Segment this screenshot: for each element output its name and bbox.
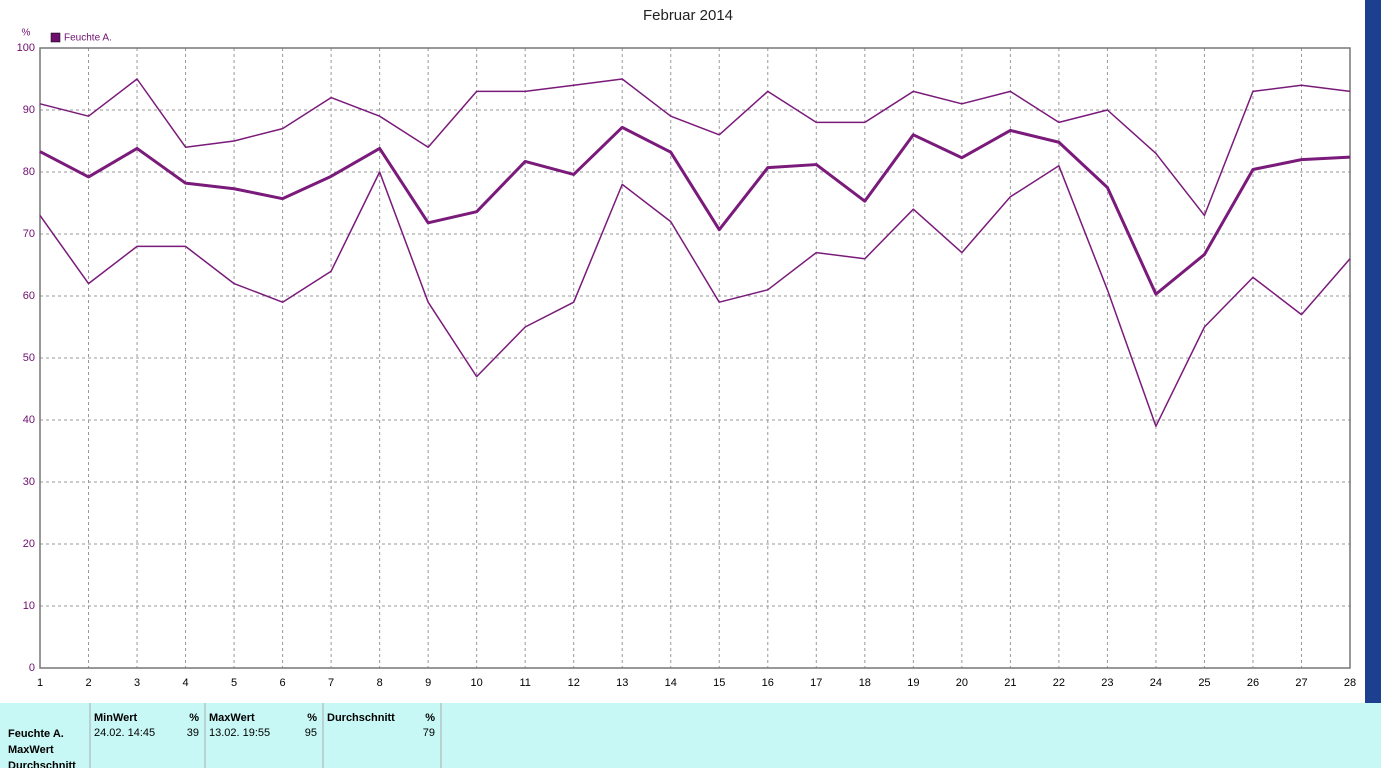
x-tick-label: 26 bbox=[1247, 677, 1259, 689]
row-label: Feuchte A. bbox=[8, 728, 64, 740]
plot-frame bbox=[39, 47, 1351, 669]
data-line bbox=[39, 165, 1351, 427]
y-tick-label: 60 bbox=[23, 290, 35, 302]
y-unit: % bbox=[22, 28, 31, 39]
x-tick-label: 7 bbox=[328, 677, 334, 689]
y-tick-label: 30 bbox=[23, 476, 35, 488]
col-header: Durchschnitt bbox=[327, 712, 395, 724]
y-tick-label: 20 bbox=[23, 538, 35, 550]
y-tick-label: 100 bbox=[17, 42, 35, 54]
x-tick-label: 5 bbox=[231, 677, 237, 689]
x-tick-label: 6 bbox=[280, 677, 286, 689]
col-header: MinWert bbox=[94, 712, 138, 724]
col-value: 79 bbox=[423, 727, 435, 739]
x-tick-label: 14 bbox=[665, 677, 677, 689]
data-line bbox=[39, 78, 1351, 217]
x-tick-label: 28 bbox=[1344, 677, 1356, 689]
x-tick-label: 15 bbox=[713, 677, 725, 689]
col-value: 95 bbox=[305, 727, 317, 739]
row-label: Durchschnitt bbox=[8, 760, 76, 768]
legend-label: Feuchte A. bbox=[64, 33, 112, 44]
x-tick-label: 10 bbox=[471, 677, 483, 689]
x-tick-label: 16 bbox=[762, 677, 774, 689]
legend-swatch bbox=[50, 32, 61, 43]
y-tick-label: 0 bbox=[29, 662, 35, 674]
x-tick-label: 20 bbox=[956, 677, 968, 689]
col-unit: % bbox=[307, 712, 317, 724]
col-time: 13.02. 19:55 bbox=[209, 727, 270, 739]
y-tick-label: 80 bbox=[23, 166, 35, 178]
col-unit: % bbox=[189, 712, 199, 724]
y-tick-label: 10 bbox=[23, 600, 35, 612]
side-strip bbox=[1365, 0, 1381, 703]
x-tick-label: 18 bbox=[859, 677, 871, 689]
y-tick-label: 90 bbox=[23, 104, 35, 116]
x-tick-label: 9 bbox=[425, 677, 431, 689]
x-tick-label: 12 bbox=[568, 677, 580, 689]
x-tick-label: 8 bbox=[377, 677, 383, 689]
x-tick-label: 27 bbox=[1295, 677, 1307, 689]
x-tick-label: 1 bbox=[37, 677, 43, 689]
col-header: MaxWert bbox=[209, 712, 255, 724]
col-unit: % bbox=[425, 712, 435, 724]
x-tick-label: 25 bbox=[1198, 677, 1210, 689]
y-tick-label: 40 bbox=[23, 414, 35, 426]
x-tick-label: 24 bbox=[1150, 677, 1162, 689]
x-tick-label: 21 bbox=[1004, 677, 1016, 689]
x-tick-label: 19 bbox=[907, 677, 919, 689]
x-tick-label: 2 bbox=[85, 677, 91, 689]
x-tick-label: 3 bbox=[134, 677, 140, 689]
data-line bbox=[39, 125, 1351, 296]
col-time: 24.02. 14:45 bbox=[94, 727, 155, 739]
y-tick-label: 70 bbox=[23, 228, 35, 240]
chart-title: Februar 2014 bbox=[643, 7, 733, 24]
x-tick-label: 17 bbox=[810, 677, 822, 689]
x-tick-label: 4 bbox=[182, 677, 188, 689]
y-tick-label: 50 bbox=[23, 352, 35, 364]
row-label: MaxWert bbox=[8, 744, 54, 756]
col-value: 39 bbox=[187, 727, 199, 739]
table-bg bbox=[0, 703, 1381, 768]
x-tick-label: 13 bbox=[616, 677, 628, 689]
x-tick-label: 23 bbox=[1101, 677, 1113, 689]
x-tick-label: 11 bbox=[519, 677, 530, 689]
x-tick-label: 22 bbox=[1053, 677, 1065, 689]
stats-table: Feuchte A. MaxWert Durchschnitt MinWert % 24.… bbox=[0, 703, 1381, 768]
